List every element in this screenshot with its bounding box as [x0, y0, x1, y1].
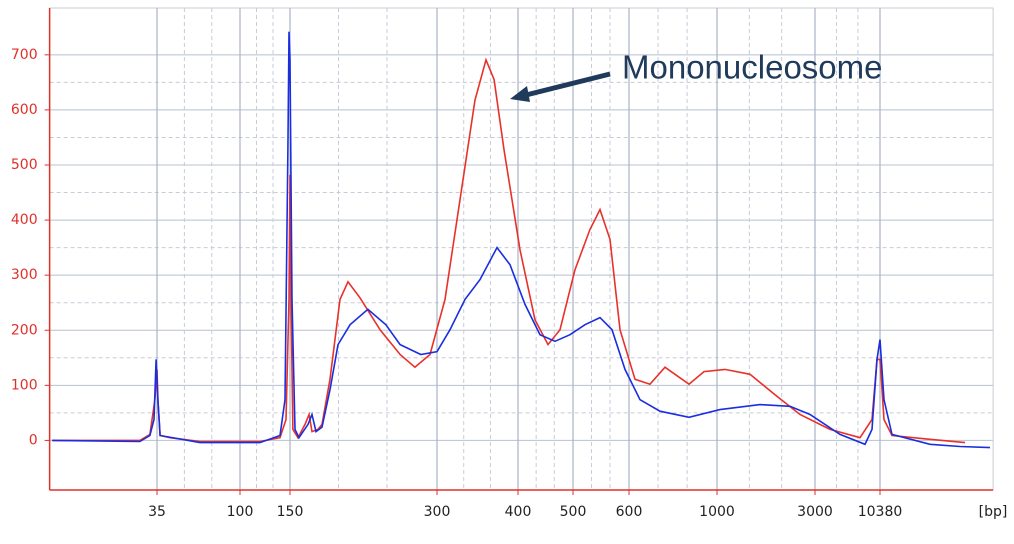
x-tick-label: 100	[227, 504, 254, 520]
trace-line	[52, 31, 991, 449]
grid: 0 100 200 300 400 500 600 700 35 100 150 300 400 500 6…	[11, 7, 994, 520]
y-tick-label: 100	[11, 377, 38, 393]
x-tick-label: 300	[424, 504, 451, 520]
x-tick-label: 3000	[797, 504, 833, 520]
y-tick-label: 700	[11, 47, 38, 63]
x-unit-label: [bp]	[979, 504, 1008, 520]
y-tick-label: 300	[11, 267, 38, 283]
x-tick-label: 1000	[699, 504, 735, 520]
y-tick-label: 400	[11, 212, 38, 228]
x-tick-label: 150	[277, 504, 304, 520]
trace-line	[52, 57, 966, 444]
x-tick-label: 35	[148, 504, 166, 520]
y-tick-label: 500	[11, 157, 38, 173]
plot-area	[52, 31, 991, 449]
x-tick-label: 600	[616, 504, 643, 520]
x-tick-label: 10380	[858, 504, 903, 520]
x-tick-label: 400	[505, 504, 532, 520]
x-tick-label: 500	[560, 504, 587, 520]
annotation-arrow	[521, 71, 611, 99]
annotation-arrowhead	[510, 86, 530, 102]
annotation: Mononucleosome	[622, 49, 883, 86]
y-tick-label: 600	[11, 102, 38, 118]
y-tick-label: 200	[11, 322, 38, 338]
y-tick-label: 0	[29, 432, 38, 448]
